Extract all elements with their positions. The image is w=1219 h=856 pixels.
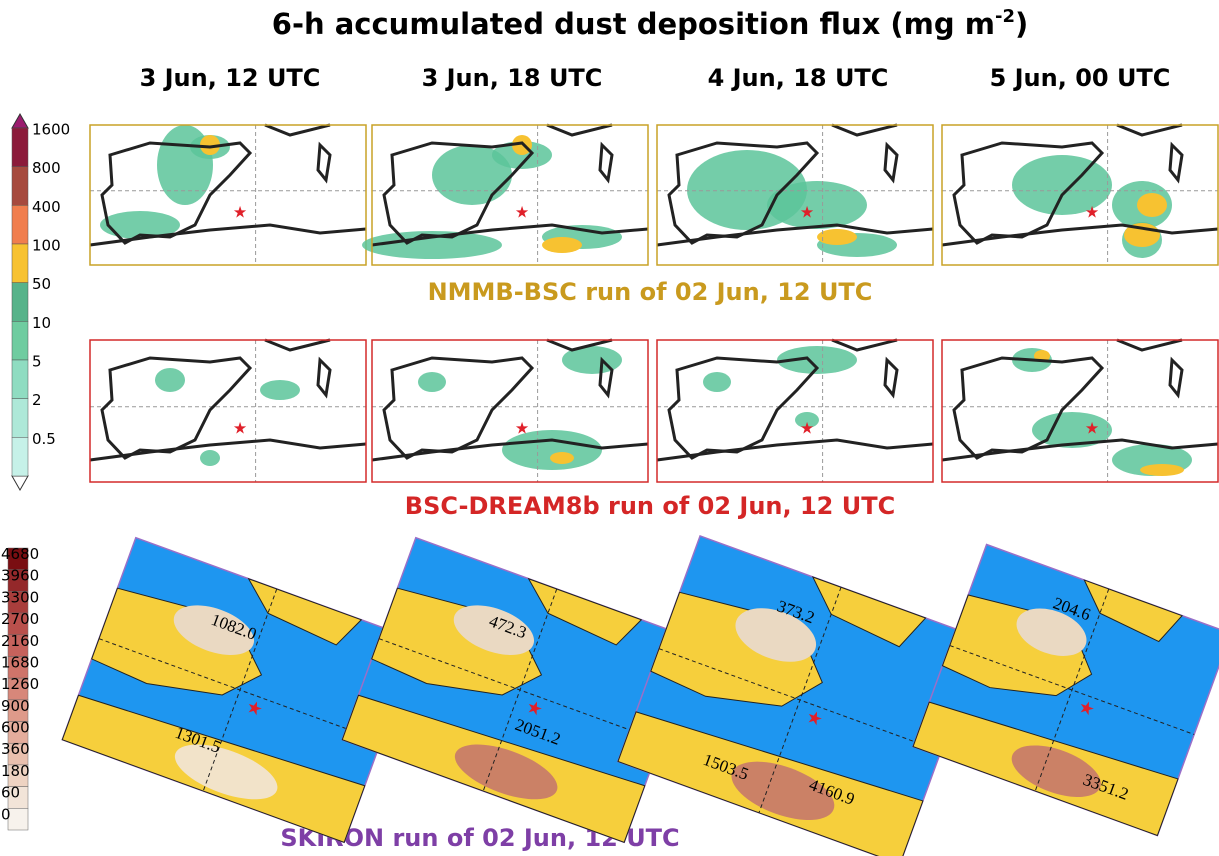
column-header: 5 Jun, 00 UTC	[990, 64, 1171, 92]
map-panel: ★	[942, 125, 1218, 265]
colorbar-swatch	[12, 283, 28, 322]
column-header: 3 Jun, 12 UTC	[140, 64, 321, 92]
colorbar-label: 900	[1, 697, 30, 715]
colorbar-label: 600	[1, 719, 30, 737]
dust-area	[155, 368, 185, 392]
map-panel: ★	[372, 340, 648, 482]
colorbar-label: 360	[1, 740, 30, 758]
dust-area	[542, 237, 582, 253]
figure: 6-h accumulated dust deposition flux (mg…	[0, 0, 1219, 856]
site-star: ★	[1085, 202, 1099, 221]
title-main: 6-h accumulated dust deposition flux (mg…	[272, 7, 995, 41]
site-star: ★	[233, 419, 247, 438]
colorbar-tip	[12, 114, 28, 128]
colorbar-label: 800	[32, 159, 61, 177]
colorbar-label: 0	[1, 805, 11, 823]
site-star: ★	[515, 419, 529, 438]
colorbar-swatch	[12, 321, 28, 360]
colorbar-label: 180	[1, 762, 30, 780]
title-close: )	[1015, 7, 1028, 41]
colorbar-label: 1260	[1, 675, 39, 693]
colorbar-label: 400	[32, 198, 61, 216]
colorbar-swatch	[12, 437, 28, 476]
map-panel: ★	[942, 340, 1218, 482]
colorbar-label: 3960	[1, 567, 39, 585]
site-star: ★	[800, 419, 814, 438]
row-label: NMMB-BSC run of 02 Jun, 12 UTC	[428, 278, 873, 306]
dust-area	[1137, 193, 1167, 217]
site-star: ★	[515, 202, 529, 221]
dust-area	[418, 372, 446, 392]
colorbar-swatch	[12, 399, 28, 438]
colorbar-swatch	[12, 360, 28, 399]
dust-area	[200, 450, 220, 466]
map-panel: ★	[90, 340, 366, 482]
skiron-panel: ★	[618, 536, 982, 856]
map-panel: ★	[657, 125, 933, 265]
colorbar-label: 1600	[32, 121, 70, 139]
colorbar-label: 4680	[1, 545, 39, 563]
colorbar-label: 10	[32, 314, 51, 332]
map-background	[90, 340, 366, 482]
dust-area	[1140, 464, 1184, 476]
colorbar-label: 1680	[1, 653, 39, 671]
site-star: ★	[233, 202, 247, 221]
colorbar-swatch	[12, 167, 28, 206]
title-sup: -2	[995, 6, 1015, 27]
colorbar-swatch	[12, 244, 28, 283]
colorbar-label: 60	[1, 784, 20, 802]
column-header: 4 Jun, 18 UTC	[708, 64, 889, 92]
colorbar-swatch	[12, 205, 28, 244]
colorbar-label: 0.5	[32, 430, 56, 448]
map-panel: ★	[362, 125, 648, 265]
colorbar-label: 3300	[1, 588, 39, 606]
figure-title: 6-h accumulated dust deposition flux (mg…	[272, 6, 1028, 41]
dust-area	[703, 372, 731, 392]
row-label: BSC-DREAM8b run of 02 Jun, 12 UTC	[405, 492, 895, 520]
dust-area	[260, 380, 300, 400]
colorbar-label: 2160	[1, 632, 39, 650]
site-star: ★	[800, 202, 814, 221]
colorbar-label: 100	[32, 237, 61, 255]
colorbar-label: 2	[32, 391, 42, 409]
colorbar-label: 50	[32, 275, 51, 293]
colorbar-tip	[12, 476, 28, 490]
map-panel: ★	[90, 125, 366, 265]
column-header: 3 Jun, 18 UTC	[422, 64, 603, 92]
colorbar-label: 5	[32, 353, 42, 371]
skiron-panel: ★	[913, 545, 1219, 836]
colorbar-swatch	[12, 128, 28, 167]
site-star: ★	[1085, 419, 1099, 438]
colorbar-label: 2700	[1, 610, 39, 628]
colorbar-swatch	[8, 808, 28, 830]
map-panel: ★	[657, 340, 933, 482]
dust-area	[550, 452, 574, 464]
